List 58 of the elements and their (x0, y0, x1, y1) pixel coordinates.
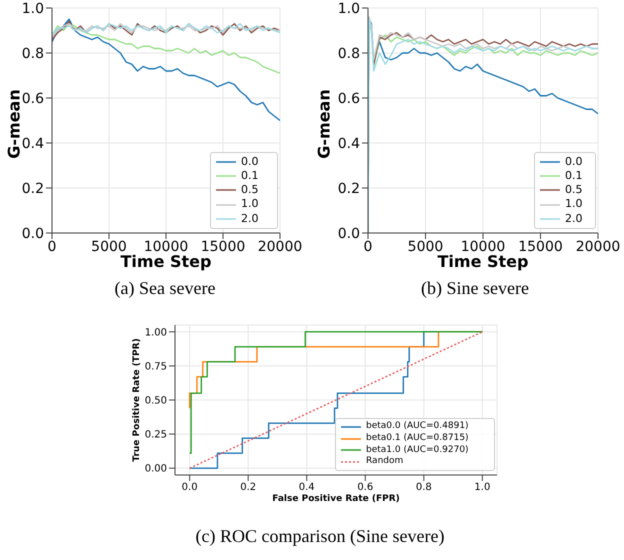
legend-label: 0.0 (241, 154, 258, 169)
legend-label: beta0.1 (AUC=0.8715) (366, 432, 469, 445)
y-tick-label: 1.00 (144, 327, 167, 338)
x-tick-label: 0.6 (357, 482, 374, 494)
y-tick-label: 0.2 (22, 180, 44, 197)
line-series (52, 18, 280, 122)
x-tick-label: 10000 (144, 238, 188, 255)
legend-label: 0.0 (565, 154, 582, 169)
legend-label: 1.0 (241, 197, 258, 212)
y-tick-label: 0.8 (22, 46, 44, 62)
legend-label: 2.0 (241, 212, 258, 226)
y-tick-label: 0.8 (338, 46, 360, 62)
y-tick-label: 0.6 (338, 90, 360, 107)
legend-label: 0.5 (565, 183, 582, 198)
y-axis-title: G-mean (314, 89, 334, 159)
x-axis-title: Time Step (438, 252, 528, 271)
x-tick-label: 5000 (408, 238, 444, 255)
line-series (52, 23, 280, 74)
x-axis-title: False Positive Rate (FPR) (271, 494, 401, 504)
y-tick-label: 0.4 (338, 136, 360, 152)
y-axis-title: True Positive Rate (TPR) (132, 338, 142, 462)
x-tick-label: 15000 (518, 238, 563, 255)
x-tick-label: 0 (48, 238, 56, 255)
y-tick-label: 0.0 (338, 226, 360, 242)
x-tick-label: 0.0 (182, 482, 198, 494)
y-tick-label: 0.6 (22, 90, 44, 107)
x-tick-label: 15000 (200, 238, 246, 255)
x-tick-label: 0.2 (240, 482, 256, 494)
text: (c) ROC comparison (Sine severe) (194, 526, 446, 547)
legend-label: 0.1 (241, 168, 258, 184)
x-axis-title: Time Step (120, 252, 212, 271)
x-tick-label: 1.0 (474, 482, 490, 494)
text: (b) Sine severe (420, 278, 530, 299)
legend-label: beta1.0 (AUC=0.9270) (366, 444, 469, 456)
y-tick-label: 0.4 (22, 136, 44, 152)
y-tick-label: 1.0 (338, 0, 360, 17)
x-tick-label: 0 (364, 238, 372, 255)
y-tick-label: 0.0 (22, 226, 44, 242)
x-tick-label: 0.8 (416, 482, 432, 494)
legend-label: Random (366, 456, 404, 468)
y-tick-label: 0.25 (144, 430, 167, 441)
x-tick-label: 0.4 (298, 482, 315, 494)
legend-label: 0.1 (565, 168, 582, 184)
x-tick-label: 10000 (460, 238, 506, 255)
x-tick-label: 5000 (91, 238, 127, 255)
text: (a) Sea severe (114, 278, 216, 299)
x-tick-label: 20000 (258, 238, 302, 255)
y-axis-title: G-mean (4, 89, 24, 159)
legend-label: beta0.0 (AUC=0.4891) (366, 421, 469, 433)
legend-label: 0.5 (241, 183, 258, 198)
y-tick-label: 0.75 (144, 361, 167, 372)
legend-label: 1.0 (565, 197, 582, 212)
y-tick-label: 0.50 (144, 396, 167, 407)
y-tick-label: 0.2 (338, 180, 360, 197)
x-tick-label: 20000 (576, 238, 620, 255)
y-tick-label: 0.00 (144, 464, 167, 475)
legend-label: 2.0 (565, 212, 582, 226)
y-tick-label: 1.0 (22, 0, 44, 17)
